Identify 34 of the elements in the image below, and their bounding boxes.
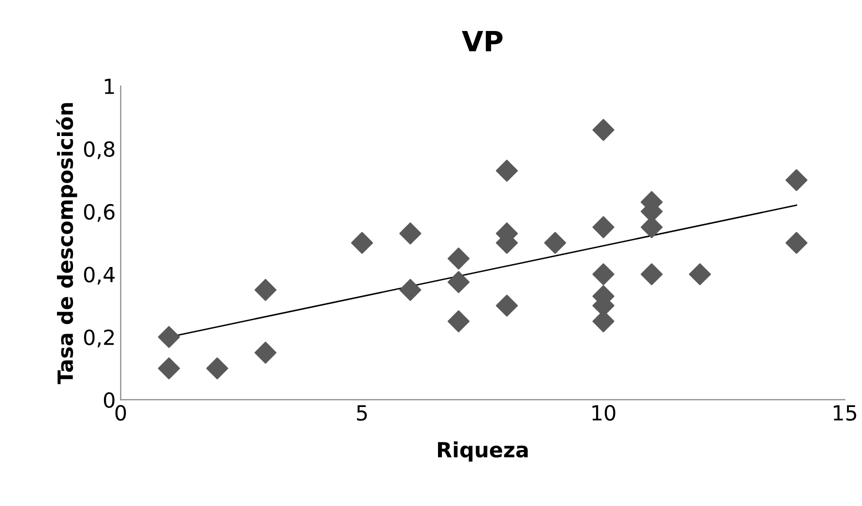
x-tick-label: 10	[592, 404, 616, 421]
y-tick-label: 1	[104, 78, 114, 94]
x-tick-label: 5	[357, 405, 367, 421]
point	[158, 357, 180, 380]
y-tick-label: 0,2	[84, 329, 114, 348]
point	[448, 271, 470, 294]
point	[206, 357, 228, 380]
point	[785, 232, 808, 254]
x-tick-label: 0	[115, 404, 126, 421]
point	[592, 216, 614, 238]
y-tick-label: 0,8	[84, 141, 114, 160]
y-tick-label: 0	[104, 392, 114, 408]
point	[496, 294, 518, 317]
point	[592, 118, 614, 141]
y-tick-label: 0,6	[84, 204, 115, 222]
x-tick-label: 15	[834, 405, 856, 421]
chart-title: VP	[462, 31, 503, 52]
y-axis-title: Tasa de descomposición	[56, 103, 78, 384]
point	[544, 232, 566, 254]
point	[640, 263, 663, 286]
point	[785, 169, 808, 192]
point	[254, 342, 276, 364]
point	[448, 310, 470, 332]
point	[254, 278, 276, 301]
point	[351, 232, 374, 254]
point	[158, 326, 180, 348]
point	[448, 248, 470, 270]
x-axis-title: Riqueza	[438, 441, 528, 462]
point	[592, 263, 614, 286]
point	[399, 278, 422, 301]
point	[496, 160, 518, 182]
point	[399, 222, 422, 244]
point	[688, 263, 711, 286]
y-tick-label: 0,4	[84, 266, 115, 285]
